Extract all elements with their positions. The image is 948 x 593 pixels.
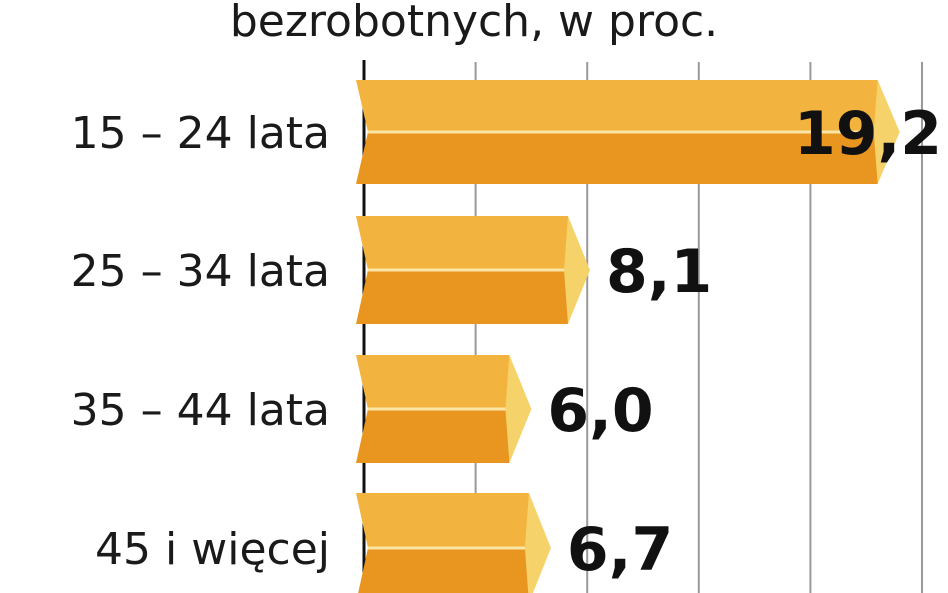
bar-top-face [356, 493, 529, 548]
bar-tip [505, 355, 532, 463]
bar-tip [873, 80, 900, 184]
bar-1 [356, 80, 900, 184]
value-label: 6,0 [547, 376, 653, 446]
bar-bottom-face [356, 270, 568, 324]
category-label: 35 – 44 lata [71, 385, 330, 436]
bar-4 [356, 493, 551, 593]
value-labels: 19,2 8,1 6,0 6,7 [547, 99, 942, 585]
bars [356, 80, 900, 593]
category-label: 45 i więcej [95, 524, 330, 575]
value-label: 19,2 [794, 99, 942, 169]
category-label: 15 – 24 lata [71, 108, 330, 159]
bar-2 [356, 216, 590, 324]
bar-3 [356, 355, 532, 463]
bar-bottom-face [356, 132, 878, 184]
bar-top-face [356, 80, 878, 132]
bar-bottom-face [356, 409, 510, 463]
category-labels: 15 – 24 lata 25 – 34 lata 35 – 44 lata 45 i… [71, 108, 330, 575]
chart-title: bezrobotnych, w proc. [230, 0, 718, 47]
bar-top-face [356, 355, 510, 409]
bar-top-face [356, 216, 568, 270]
value-label: 6,7 [567, 515, 673, 585]
bar-tip [524, 493, 551, 593]
bar-bottom-face [358, 548, 529, 593]
value-label: 8,1 [606, 237, 712, 307]
category-label: 25 – 34 lata [71, 246, 330, 297]
bar-tip [563, 216, 590, 324]
